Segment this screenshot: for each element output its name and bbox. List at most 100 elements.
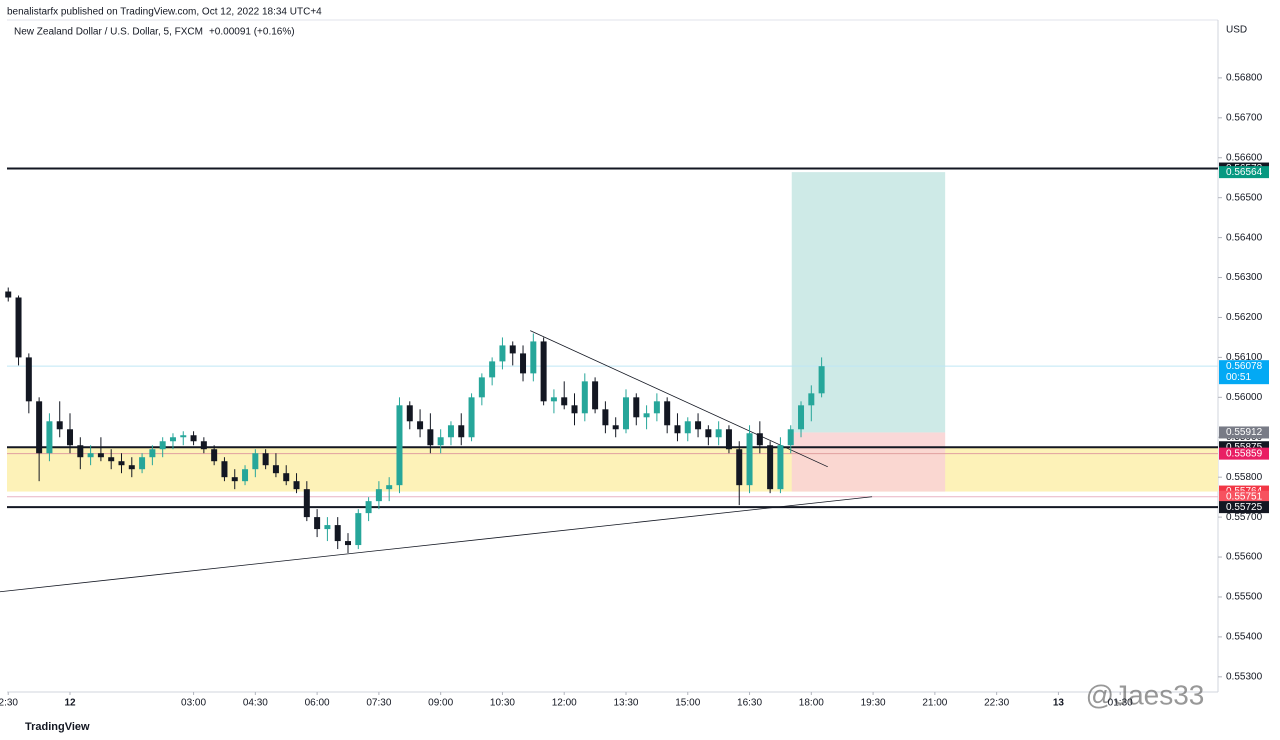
candle-body xyxy=(592,381,599,410)
candle-body xyxy=(221,461,228,478)
candle-body xyxy=(695,421,702,430)
y-tick-label: 0.56200 xyxy=(1226,312,1263,323)
candle-body xyxy=(67,429,74,446)
candle-body xyxy=(355,513,362,546)
y-tick-label: 0.55500 xyxy=(1226,592,1263,603)
price-badge-label: 0.55875 xyxy=(1226,442,1263,453)
candle-body xyxy=(396,405,403,486)
y-tick-label: 0.56000 xyxy=(1226,392,1263,403)
x-tick-label: 16:30 xyxy=(737,698,762,709)
candle-body xyxy=(128,465,135,470)
candle-body xyxy=(25,357,32,402)
candle-body xyxy=(684,421,691,434)
x-tick-label: 18:00 xyxy=(799,698,824,709)
candle-body xyxy=(540,341,547,402)
candle-body xyxy=(97,453,104,458)
candle-body xyxy=(602,409,609,426)
price-badge xyxy=(1219,501,1269,514)
x-tick-label: 13 xyxy=(1053,698,1065,709)
price-badge xyxy=(1219,490,1269,503)
candle-body xyxy=(674,425,681,434)
price-badge xyxy=(1219,166,1269,179)
price-badge-label: 0.55725 xyxy=(1226,502,1263,513)
x-tick-label: 03:00 xyxy=(181,698,206,709)
candle-body xyxy=(159,441,166,450)
candle-body xyxy=(77,445,84,458)
price-badge-label: 0.55751 xyxy=(1226,491,1263,502)
price-badge-label: 0.56078 xyxy=(1226,361,1263,372)
candle-body xyxy=(242,469,249,482)
x-tick-label: 07:30 xyxy=(366,698,391,709)
publisher: benalistarfx published on TradingView.co… xyxy=(7,7,322,18)
x-tick-label: 06:00 xyxy=(305,698,330,709)
candle-body xyxy=(622,397,629,430)
candle-body xyxy=(499,345,506,362)
candle-body xyxy=(798,405,805,430)
price-badge xyxy=(1219,447,1269,460)
candle-body xyxy=(447,425,454,438)
candle-body xyxy=(293,481,300,490)
candle-body xyxy=(550,397,557,402)
candle-body xyxy=(746,433,753,486)
candle-body xyxy=(767,445,774,490)
candle-body xyxy=(664,401,671,426)
y-tick-label: 0.56100 xyxy=(1226,352,1263,363)
candle-body xyxy=(653,401,660,414)
y-tick-label: 0.56700 xyxy=(1226,112,1263,123)
profit-zone xyxy=(791,172,946,433)
candle-body xyxy=(509,345,516,354)
price-badge xyxy=(1219,360,1269,385)
candle-body xyxy=(705,429,712,438)
candle-body xyxy=(334,525,341,542)
candle-body xyxy=(756,433,763,446)
y-tick-label: 0.56300 xyxy=(1226,272,1263,283)
candle-body xyxy=(736,449,743,486)
change: +0.00091 (+0.16%) xyxy=(209,27,295,38)
candle-body xyxy=(169,437,176,442)
watermark: @Jaes33 xyxy=(1086,679,1205,710)
candle-body xyxy=(478,377,485,398)
y-tick-label: 0.55700 xyxy=(1226,512,1263,523)
candle-body xyxy=(252,453,259,470)
candle-body xyxy=(417,421,424,430)
price-badge-label: 0.55912 xyxy=(1226,427,1263,438)
candle-body xyxy=(345,541,351,546)
candle-body xyxy=(118,461,125,466)
candle-body xyxy=(365,501,372,514)
y-tick-label: 0.55300 xyxy=(1226,671,1263,682)
price-badge-label: 0.55859 xyxy=(1226,448,1263,459)
x-tick-label: 12:00 xyxy=(552,698,577,709)
candle-body xyxy=(180,435,187,438)
candle-body xyxy=(324,525,331,530)
zone xyxy=(7,447,1218,492)
trend-line xyxy=(0,496,873,593)
price-badge-label: 0.56564 xyxy=(1226,167,1263,178)
candle-body xyxy=(643,413,650,418)
price-badge xyxy=(1219,426,1269,439)
candle-body xyxy=(808,393,815,406)
x-tick-label: 15:00 xyxy=(675,698,700,709)
candle-body xyxy=(581,381,588,414)
candle-body xyxy=(468,397,475,438)
candle-body xyxy=(530,341,537,374)
trend-line xyxy=(530,330,828,468)
y-tick-label: 0.55400 xyxy=(1226,632,1263,643)
candle-body xyxy=(108,457,115,462)
candle-body xyxy=(5,291,12,298)
candle-body xyxy=(386,485,393,490)
candle-body xyxy=(303,489,310,518)
candle-body xyxy=(437,437,444,446)
candle-body xyxy=(314,517,321,530)
candle-body xyxy=(633,397,640,418)
candle-body xyxy=(283,473,290,482)
loss-zone xyxy=(791,432,946,492)
x-tick-label: 01:30 xyxy=(1108,698,1133,709)
candle-body xyxy=(272,465,279,474)
x-tick-label: 2:30 xyxy=(0,698,18,709)
candle-body xyxy=(375,489,382,502)
candle-body xyxy=(56,421,63,430)
candle-body xyxy=(458,425,465,438)
candle-body xyxy=(561,397,568,406)
candle-body xyxy=(190,435,197,442)
